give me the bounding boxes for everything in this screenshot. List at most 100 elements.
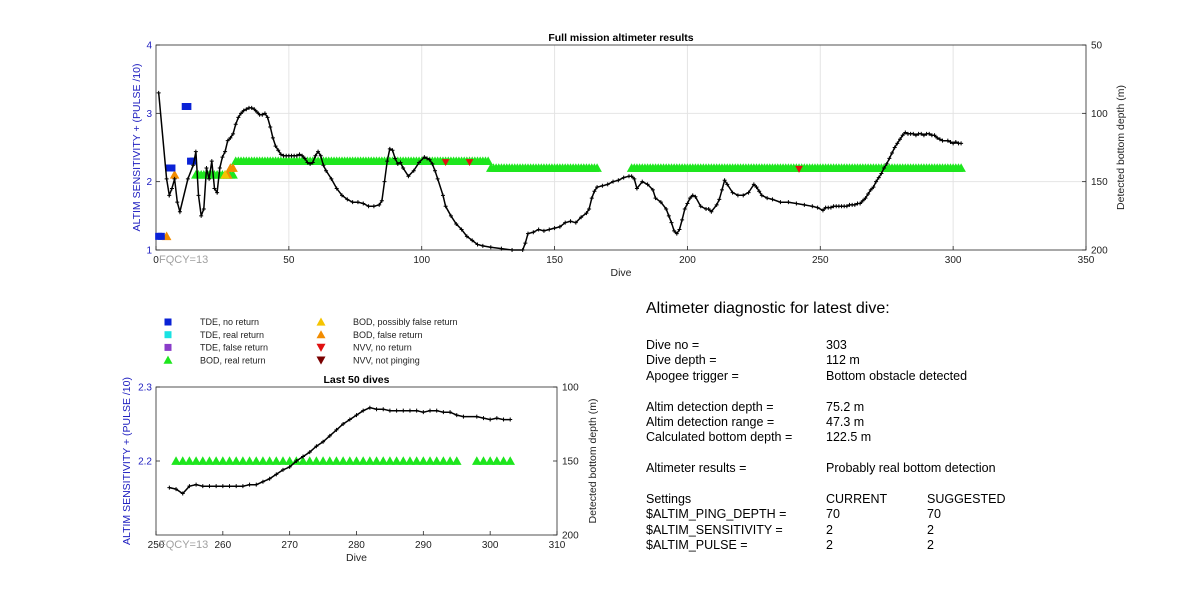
last-50-x-tick-label: 310 (549, 540, 566, 551)
last-50-depth-point (354, 413, 359, 418)
full-mission-depth-point (443, 204, 448, 209)
legend-marker-triangle (316, 317, 326, 326)
full-mission-depth-point (425, 156, 430, 161)
last-50-depth-point (367, 405, 372, 410)
legend-marker-triangle (163, 355, 173, 364)
full-mission-depth-point (765, 196, 770, 201)
full-mission-y-tick-label: 2 (146, 177, 152, 188)
full-mission-depth-point (167, 193, 172, 198)
last-50-depth-point (341, 422, 346, 426)
full-mission-tde-no-return-marker (184, 103, 192, 110)
full-mission-depth-point (735, 193, 740, 198)
last-50-bod-real-return-marker (278, 456, 288, 465)
full-mission-fqcy-annotation: FQCY=13 (159, 254, 208, 266)
full-mission-depth-point (863, 196, 868, 201)
full-mission-depth-point (361, 201, 366, 206)
full-mission-depth-point (959, 141, 964, 146)
full-mission-depth-point (329, 176, 334, 181)
full-mission-depth-point (398, 160, 403, 165)
full-mission-depth-point (858, 201, 863, 206)
last-50-bod-real-return-marker (345, 456, 355, 465)
full-mission-y2-tick-label: 150 (1091, 177, 1108, 188)
diag-row-settings-header: Settings CURRENT SUGGESTED (646, 492, 1066, 507)
legend-label: NVV, no return (353, 343, 412, 353)
last-50-depth-point (474, 414, 479, 419)
full-mission-depth-point (204, 166, 209, 170)
full-mission-depth-point (464, 234, 469, 239)
full-mission-depth-point (757, 189, 762, 194)
legend-marker-square (164, 331, 172, 339)
full-mission-depth-point (698, 204, 703, 209)
full-mission-tde-no-return-marker (189, 157, 197, 165)
diag-value-current: 2 (826, 522, 833, 537)
last-50-bod-real-return-marker (371, 456, 382, 465)
full-mission-depth-point (786, 200, 791, 205)
diag-value: 75.2 m (826, 399, 865, 414)
full-mission-depth-point (682, 207, 687, 211)
last-50-depth-point (167, 485, 172, 490)
last-50-bod-real-return-marker (431, 456, 442, 465)
full-mission-depth-point (355, 200, 360, 205)
full-mission-depth-point (629, 174, 634, 179)
full-mission-bod-false-return-marker (169, 170, 180, 179)
last-50-y2-tick-label: 100 (562, 383, 579, 394)
last-50-bod-real-return-marker (191, 456, 201, 465)
full-mission-depth-point (470, 238, 475, 243)
diag-label: Settings (646, 491, 692, 506)
full-mission-depth-point (278, 152, 283, 157)
full-mission-depth-point (589, 196, 594, 201)
full-mission-depth-point (688, 196, 693, 201)
legend-label: BOD, possibly false return (353, 317, 458, 327)
full-mission-depth-point (871, 185, 876, 190)
last-50-bod-real-return-marker (224, 456, 235, 465)
full-mission-depth-point (371, 204, 376, 209)
last-50-bod-real-return-marker (472, 456, 482, 465)
full-mission-depth-point (563, 220, 568, 225)
last-50-bod-real-return-marker (271, 456, 282, 465)
full-mission-depth-point (313, 153, 318, 158)
full-mission-depth-point (480, 243, 485, 248)
full-mission-depth-point (672, 228, 677, 233)
last-50-bod-real-return-marker (358, 456, 368, 465)
last-50-bod-real-return-marker (264, 456, 275, 465)
full-mission-bod-real-return-marker (592, 163, 602, 172)
full-mission-depth-point (887, 156, 892, 161)
full-mission-depth-point (196, 193, 201, 198)
last-50-depth-point (347, 417, 352, 422)
last-50-depth-point (428, 408, 433, 413)
last-50-bod-real-return-marker (171, 456, 181, 465)
legend-label: NVV, not pinging (353, 355, 420, 365)
full-mission-depth-point (411, 168, 416, 173)
full-mission-depth-point (932, 133, 937, 138)
full-mission-depth-point (228, 135, 233, 140)
full-mission-depth-point (658, 200, 663, 205)
diag-header-suggested: SUGGESTED (927, 491, 1006, 506)
full-mission-depth-point (406, 174, 411, 179)
full-mission-depth-point (685, 201, 690, 206)
last-50-bod-real-return-marker (318, 456, 328, 465)
full-mission-depth-point (852, 202, 857, 207)
last-50-bod-real-return-marker (238, 456, 248, 465)
full-mission-bod-false-return-marker (228, 163, 238, 172)
full-mission-depth-point (898, 137, 902, 142)
last-50-depth-point (187, 484, 192, 489)
full-mission-depth-point (318, 153, 323, 158)
legend-marker-triangle (316, 330, 326, 339)
full-mission-x-tick-label: 100 (413, 255, 430, 266)
last-50-y2-tick-label: 150 (562, 457, 579, 468)
last-50-bod-real-return-marker (411, 456, 422, 465)
legend-marker-triangle (316, 343, 326, 352)
full-mission-depth-point (552, 226, 557, 231)
full-mission-depth-point (340, 193, 344, 198)
last-50-depth-point (274, 472, 279, 477)
full-mission-depth-point (260, 112, 265, 117)
full-mission-depth-point (547, 227, 552, 232)
last-50-bod-real-return-marker (204, 456, 215, 465)
full-mission-x-tick-label: 150 (546, 255, 563, 266)
full-mission-x-tick-label: 200 (679, 255, 696, 266)
last-50-depth-point (481, 416, 486, 421)
full-mission-depth-point (273, 144, 278, 149)
last-50-depth-point (174, 487, 179, 492)
full-mission-x-tick-label: 250 (812, 255, 829, 266)
last-50-bod-real-return-marker (505, 456, 516, 465)
